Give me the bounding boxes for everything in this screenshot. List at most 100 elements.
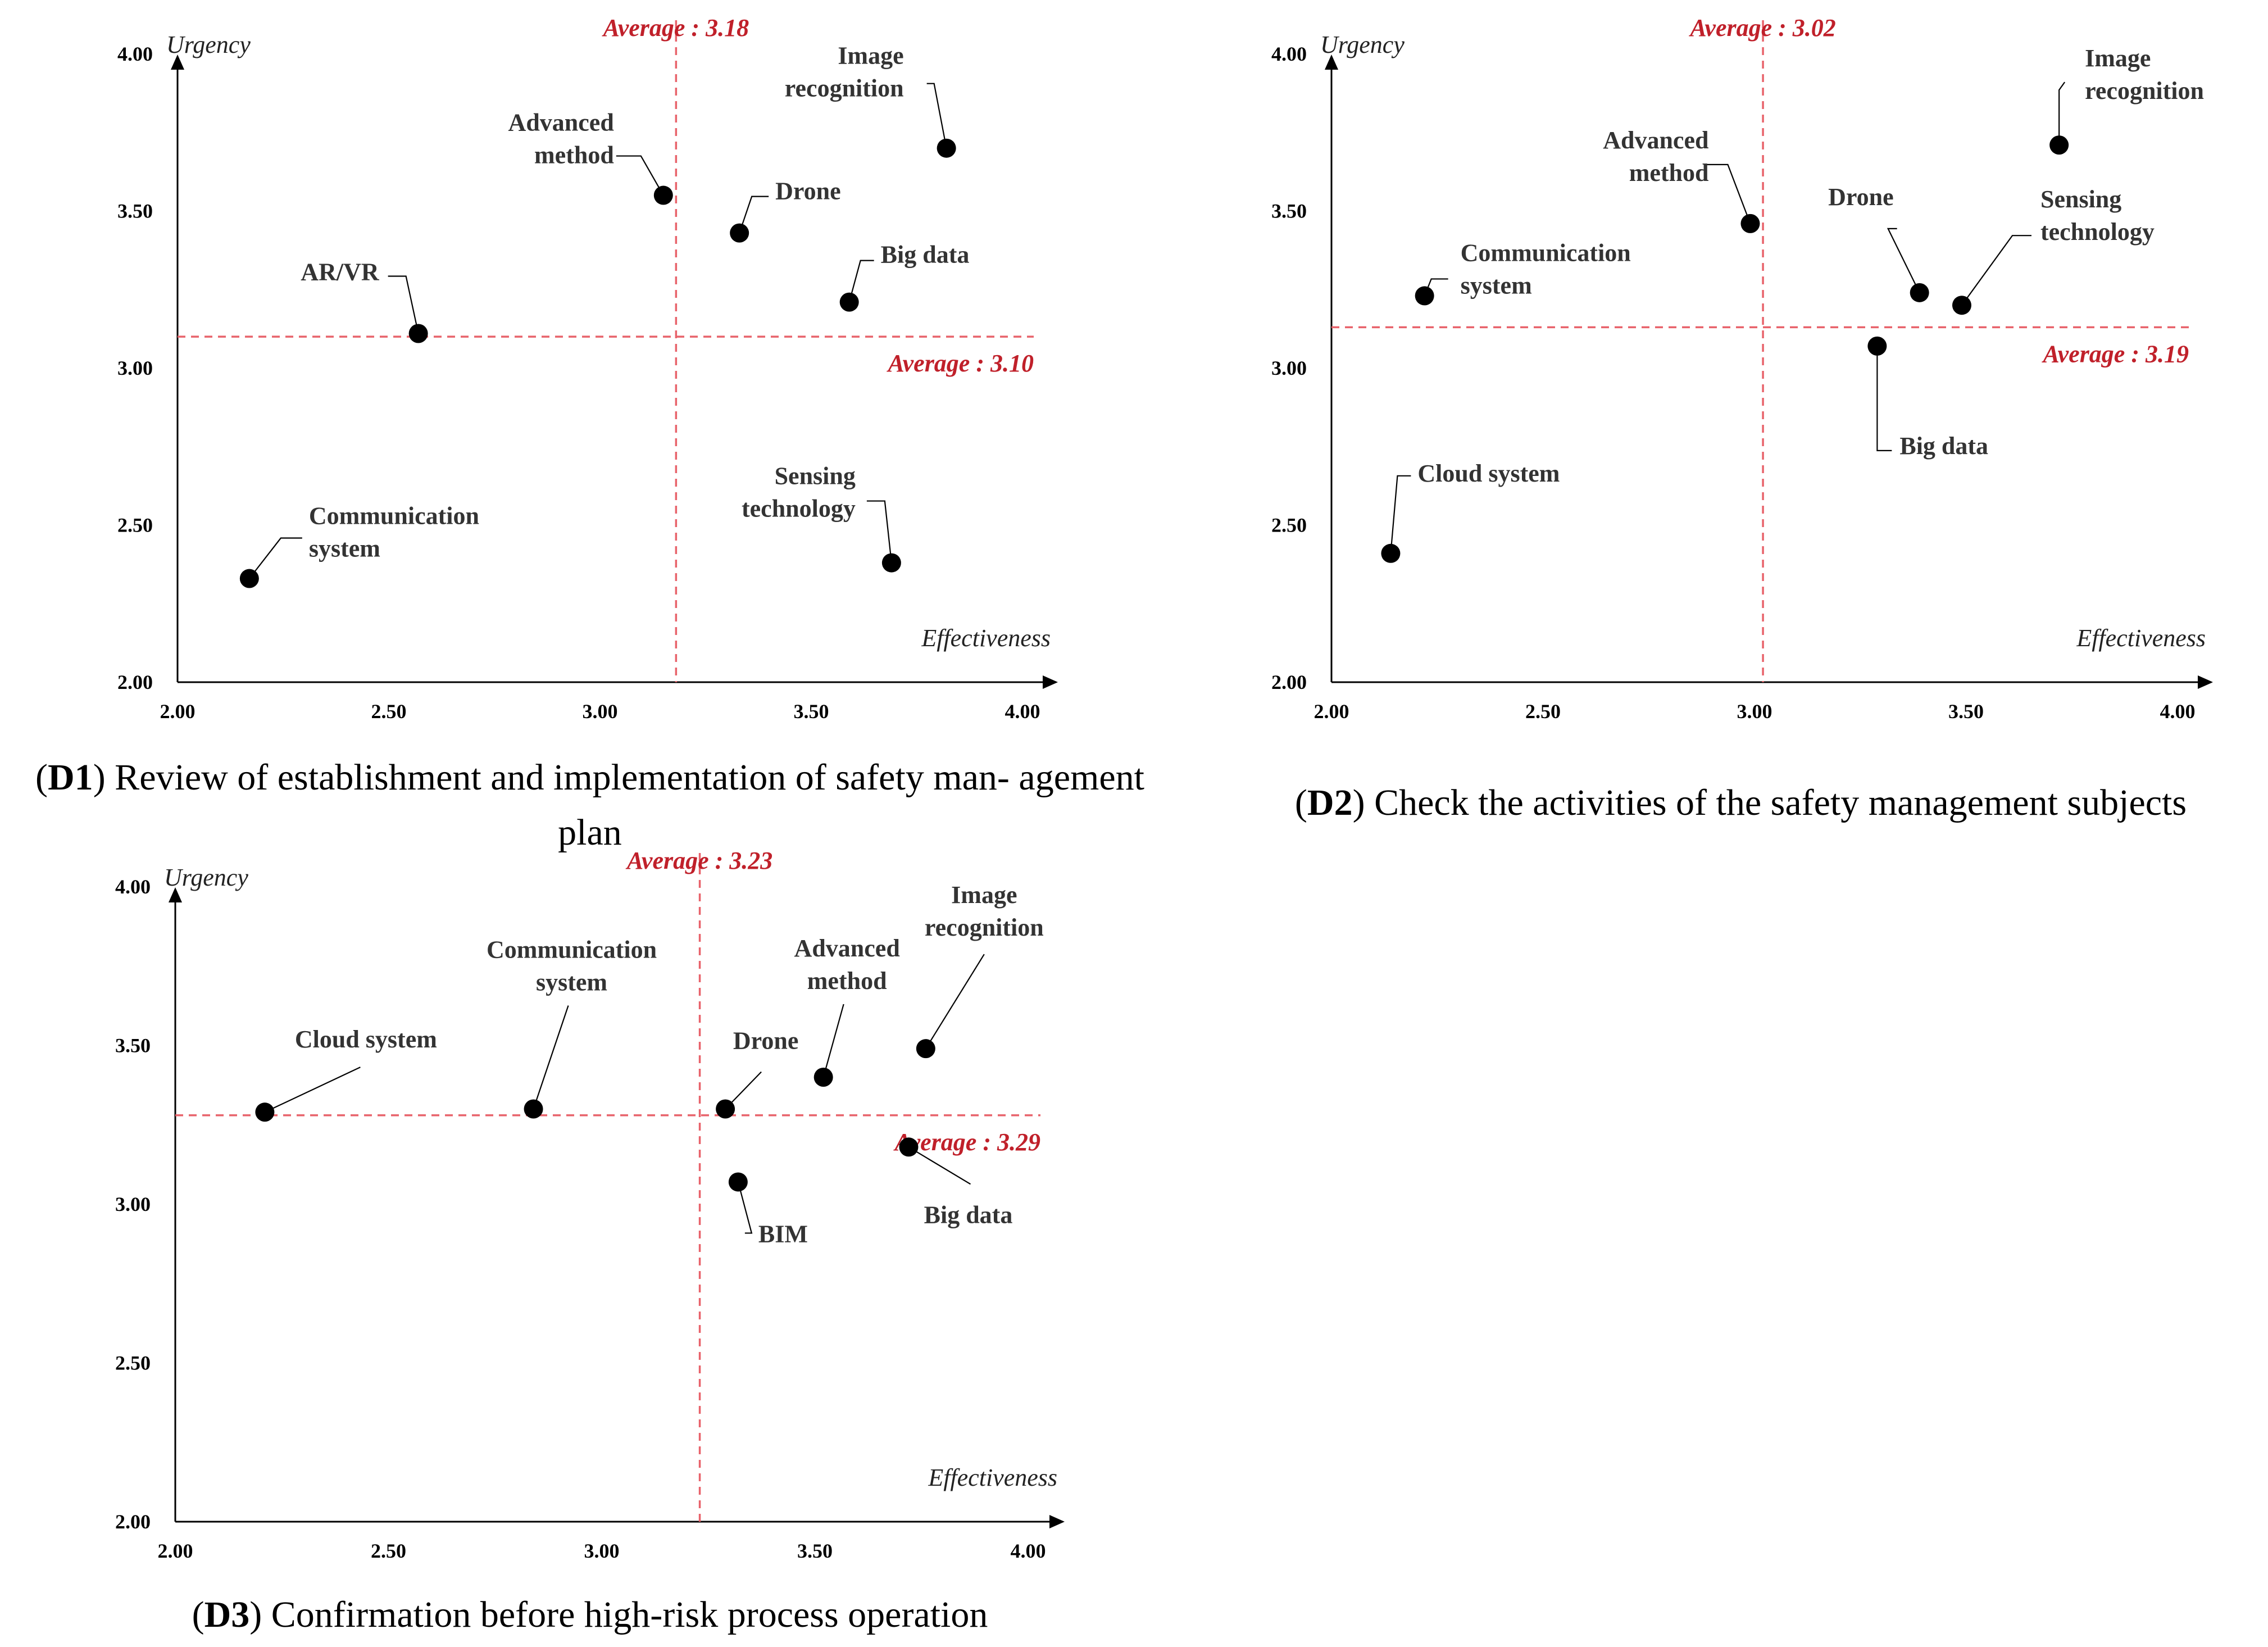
point-bim — [728, 1172, 748, 1192]
leader-line-advanced-method — [616, 155, 664, 196]
point-label-big-data: Big data — [881, 241, 970, 269]
point-label-line: Advanced — [794, 934, 900, 962]
point-label-line: AR/VR — [301, 258, 380, 286]
point-label-drone: Drone — [1828, 183, 1894, 211]
x-tick-label: 3.50 — [797, 1540, 833, 1562]
point-communication-system — [239, 569, 259, 588]
point-label-line: recognition — [785, 75, 904, 102]
leader-line-drone — [1887, 228, 1920, 293]
point-drone — [716, 1099, 735, 1119]
y-tick-label: 3.00 — [1271, 357, 1307, 379]
y-tick-label: 4.00 — [1271, 43, 1307, 65]
leader-line-image-recognition — [926, 83, 947, 148]
point-label-image-recognition: Image recognition — [785, 42, 904, 102]
leader-line-communication-system — [248, 537, 302, 579]
point-image-recognition — [937, 138, 956, 158]
point-label-cloud-system: Cloud system — [295, 1026, 437, 1053]
point-label-line: method — [807, 967, 887, 995]
point-image-recognition — [916, 1039, 935, 1059]
point-label-line: Communication — [487, 936, 657, 964]
leader-line-big-data — [908, 1146, 971, 1185]
y-tick-label: 3.50 — [117, 200, 153, 223]
point-label-line: Advanced — [508, 109, 614, 137]
chart-d3: 2.00 2.50 3.00 3.50 4.00 2.00 2.50 3.00 3.50 4.00… — [115, 847, 1065, 1562]
leader-line-sensing-technology — [1961, 235, 2031, 306]
x-tick-label: 3.00 — [1737, 700, 1772, 723]
point-label-bim: BIM — [758, 1220, 808, 1247]
leader-line-big-data — [1876, 346, 1892, 451]
y-tick-label: 2.00 — [1271, 671, 1307, 693]
point-label-drone: Drone — [733, 1027, 799, 1055]
x-tick-label: 2.00 — [1314, 700, 1349, 723]
point-label-sensing-technology: Sensing technology — [2040, 185, 2155, 246]
leader-line-cloud-system — [1390, 475, 1411, 553]
average-y-label: Average : 3.19 — [2042, 340, 2189, 367]
x-tick-label: 2.50 — [371, 700, 407, 723]
x-tick-label: 2.00 — [160, 700, 196, 723]
x-axis-title: Effectiveness — [2076, 624, 2206, 652]
point-label-line: Cloud system — [1417, 460, 1560, 487]
average-x-label: Average : 3.23 — [625, 847, 772, 874]
leader-line-image-recognition — [2058, 81, 2066, 146]
point-label-image-recognition: Image recognition — [925, 881, 1044, 941]
caption-d2: (D2) Check the activities of the safety … — [1294, 782, 2187, 823]
point-communication-system — [1415, 286, 1434, 306]
point-label-big-data: Big data — [924, 1201, 1013, 1228]
leader-line-big-data — [848, 260, 874, 302]
point-label-line: Drone — [733, 1027, 799, 1055]
point-image-recognition — [2049, 135, 2069, 155]
leader-line-sensing-technology — [866, 500, 892, 563]
x-tick-label: 4.00 — [1005, 700, 1040, 723]
caption-text: Check the activities of the safety manag… — [1365, 782, 2187, 823]
point-sensing-technology — [881, 553, 901, 573]
average-y-label: Average : 3.10 — [887, 350, 1034, 377]
caption-text: Confirmation before high-risk process op… — [262, 1594, 988, 1635]
y-tick-label: 4.00 — [115, 875, 151, 898]
point-cloud-system — [1381, 543, 1401, 563]
y-tick-label: 4.00 — [117, 43, 153, 65]
x-tick-label: 2.00 — [158, 1540, 193, 1562]
point-label-line: Sensing — [775, 462, 856, 490]
point-label-line: Sensing — [2040, 185, 2121, 213]
leader-line-image-recognition — [925, 954, 985, 1049]
point-label-line: Big data — [881, 241, 970, 269]
average-x-label: Average : 3.02 — [1688, 14, 1835, 42]
point-label-line: Cloud system — [295, 1026, 437, 1053]
x-tick-label: 3.00 — [584, 1540, 620, 1562]
point-label-line: BIM — [758, 1220, 808, 1247]
y-axis-title: Urgency — [1320, 31, 1405, 58]
point-label-line: system — [536, 969, 607, 996]
point-label-line: technology — [2040, 218, 2155, 246]
point-label-line: Big data — [1899, 432, 1988, 460]
leader-line-cloud-system — [264, 1067, 361, 1113]
point-label-line: Big data — [924, 1201, 1013, 1228]
leader-line-ar-vr — [388, 275, 419, 334]
point-label-line: recognition — [2085, 77, 2204, 105]
point-label-communication-system: Communication system — [1461, 239, 1631, 299]
point-label-line: Image — [838, 42, 903, 70]
y-tick-label: 2.50 — [1271, 514, 1307, 537]
x-axis-title: Effectiveness — [921, 624, 1051, 652]
point-label-sensing-technology: Sensing technology — [742, 462, 856, 523]
point-label-image-recognition: Image recognition — [2085, 44, 2204, 105]
point-cloud-system — [255, 1102, 275, 1122]
point-big-data — [899, 1137, 919, 1157]
point-label-advanced-method: Advanced method — [1603, 126, 1708, 187]
point-sensing-technology — [1952, 296, 1971, 315]
x-tick-label: 3.50 — [794, 700, 829, 723]
point-label-cloud-system: Cloud system — [1417, 460, 1560, 487]
point-label-line: Drone — [775, 178, 841, 205]
chart-d2: 2.00 2.50 3.00 3.50 4.00 2.00 2.50 3.00 3.50 4.00… — [1271, 14, 2213, 723]
caption-tag: D2 — [1307, 782, 1353, 823]
point-ar-vr — [408, 324, 428, 343]
point-label-line: system — [1461, 271, 1532, 299]
caption-text: Review of establishment and implementati… — [105, 757, 1144, 853]
point-label-line: Advanced — [1603, 126, 1708, 154]
point-label-line: technology — [742, 495, 856, 523]
point-label-advanced-method: Advanced method — [794, 934, 900, 995]
point-label-ar-vr: AR/VR — [301, 258, 380, 286]
leader-line-advanced-method — [822, 1004, 844, 1078]
point-label-line: Image — [2085, 44, 2151, 72]
y-tick-label: 2.50 — [115, 1352, 151, 1374]
